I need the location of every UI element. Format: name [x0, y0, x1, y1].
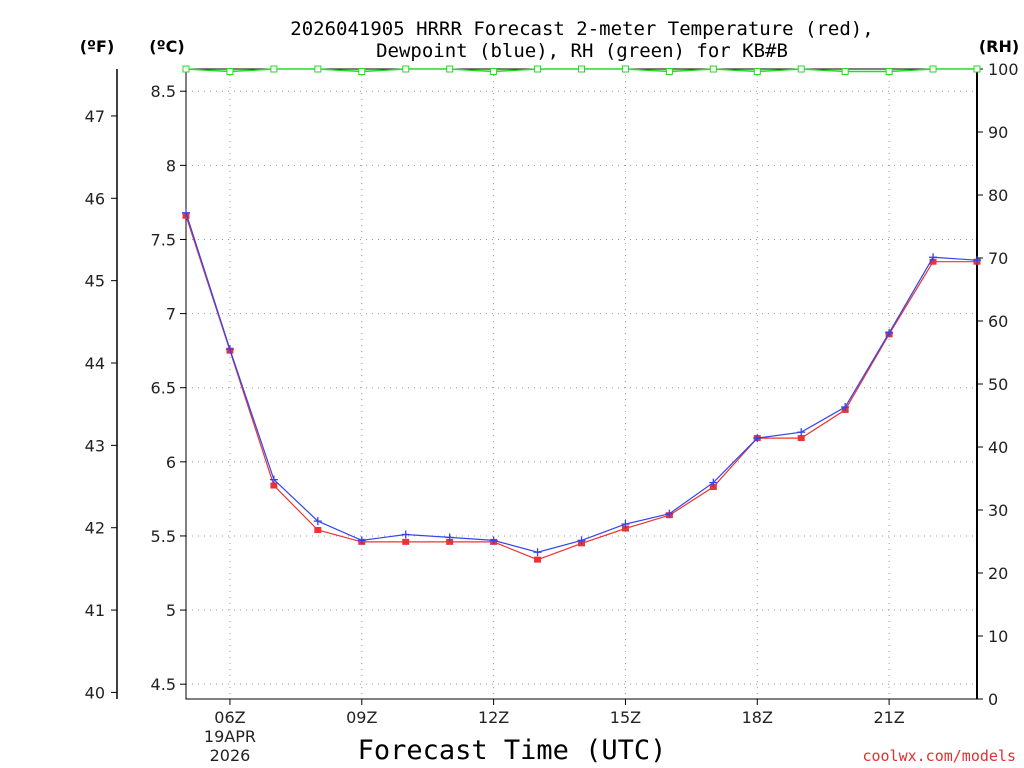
dewpoint-point [797, 428, 806, 437]
dewpoint-point [621, 520, 630, 529]
fahrenheit-tick-label: 47 [85, 107, 105, 126]
fahrenheit-tick-label: 43 [85, 436, 105, 455]
rh-point [446, 65, 454, 73]
dewpoint-point [577, 536, 586, 545]
rh-tick-label: 60 [988, 312, 1008, 331]
fahrenheit-tick-label: 44 [85, 354, 105, 373]
rh-point [797, 65, 805, 73]
rh-point [270, 65, 278, 73]
dewpoint-point [885, 328, 894, 337]
x-tick-label: 21Z [873, 708, 904, 727]
x-tick-year-label: 2026 [210, 746, 251, 765]
rh-tick-label: 80 [988, 186, 1008, 205]
rh-unit-label: (RH) [979, 37, 1019, 56]
rh-point [709, 65, 717, 73]
rh-point [182, 65, 190, 73]
axes-layer: 40 41 42 43 44 45 46 47 4.5 5 5.5 6 6.5 7 7.5 8 8.5 0 10 20… [85, 60, 1019, 765]
rh-point [226, 68, 234, 76]
x-tick-label: 15Z [610, 708, 641, 727]
celsius-tick-label: 7.5 [151, 230, 176, 249]
rh-point [358, 68, 366, 76]
rh-tick-label: 70 [988, 249, 1008, 268]
dewpoint-point [929, 253, 938, 262]
rh-point [314, 65, 322, 73]
rh-point [665, 68, 673, 76]
dewpoint-point [753, 434, 762, 443]
celsius-tick-label: 5.5 [151, 527, 176, 546]
fahrenheit-tick-label: 45 [85, 272, 105, 291]
celsius-tick-label: 4.5 [151, 675, 176, 694]
x-tick-label: 18Z [742, 708, 773, 727]
rh-point [402, 65, 410, 73]
rh-tick-label: 10 [988, 627, 1008, 646]
dewpoint-point [225, 345, 234, 354]
dewpoint-point [445, 533, 454, 542]
dewpoint-line [185, 212, 978, 553]
temperature-point [797, 435, 805, 442]
rh-point [841, 68, 849, 76]
dewpoint-point [182, 208, 190, 217]
fahrenheit-tick-label: 41 [85, 601, 105, 620]
rh-point [753, 68, 761, 76]
rh-tick-label: 90 [988, 123, 1008, 142]
rh-point [929, 65, 937, 73]
dewpoint-point [533, 548, 542, 557]
celsius-unit-label: (ºC) [149, 37, 184, 56]
temperature-point [534, 556, 542, 563]
rh-point [973, 65, 981, 73]
temperature-point [402, 538, 410, 545]
dewpoint-point [269, 475, 278, 484]
rh-tick-label: 0 [988, 690, 998, 709]
rh-tick-label: 30 [988, 501, 1008, 520]
dewpoint-point [401, 530, 410, 539]
dewpoint-point [665, 509, 674, 518]
chart-title-line2: Dewpoint (blue), RH (green) for KB#B [376, 40, 788, 62]
x-tick-date-label: 19APR [204, 727, 256, 746]
temperature-point [709, 484, 717, 491]
dewpoint-point [973, 256, 981, 265]
temperature-point [270, 482, 278, 489]
rh-point [534, 65, 542, 73]
temperature-point [446, 538, 454, 545]
rh-point [490, 68, 498, 76]
dewpoint-point [313, 517, 322, 526]
celsius-tick-label: 6.5 [151, 379, 176, 398]
fahrenheit-tick-label: 46 [85, 189, 105, 208]
chart-title-line1: 2026041905 HRRR Forecast 2-meter Tempera… [290, 18, 873, 40]
celsius-tick-label: 5 [166, 601, 176, 620]
rh-point [885, 68, 893, 76]
rh-tick-label: 50 [988, 375, 1008, 394]
dewpoint-point [489, 536, 498, 545]
dewpoint-point [709, 478, 718, 487]
celsius-tick-label: 7 [166, 305, 176, 324]
temperature-point [929, 258, 937, 265]
rh-point [621, 65, 629, 73]
credit-text: coolwx.com/models [862, 747, 1016, 765]
rh-tick-label: 100 [988, 60, 1019, 79]
x-axis-label: Forecast Time (UTC) [358, 735, 667, 766]
series-layer [182, 65, 981, 563]
rh-tick-label: 40 [988, 438, 1008, 457]
dewpoint-point [357, 536, 366, 545]
rh-tick-label: 20 [988, 564, 1008, 583]
x-tick-label: 12Z [478, 708, 509, 727]
dewpoint-point [841, 402, 850, 411]
fahrenheit-unit-label: (ºF) [80, 37, 115, 56]
celsius-tick-label: 6 [166, 453, 176, 472]
temperature-point [314, 527, 322, 534]
fahrenheit-tick-label: 42 [85, 519, 105, 538]
rh-point [578, 65, 585, 73]
fahrenheit-tick-label: 40 [85, 683, 105, 702]
celsius-tick-label: 8 [166, 156, 176, 175]
celsius-tick-label: 8.5 [151, 82, 176, 101]
temperature-point [621, 525, 629, 532]
x-tick-label: 09Z [346, 708, 377, 727]
x-tick-label: 06Z [214, 708, 245, 727]
